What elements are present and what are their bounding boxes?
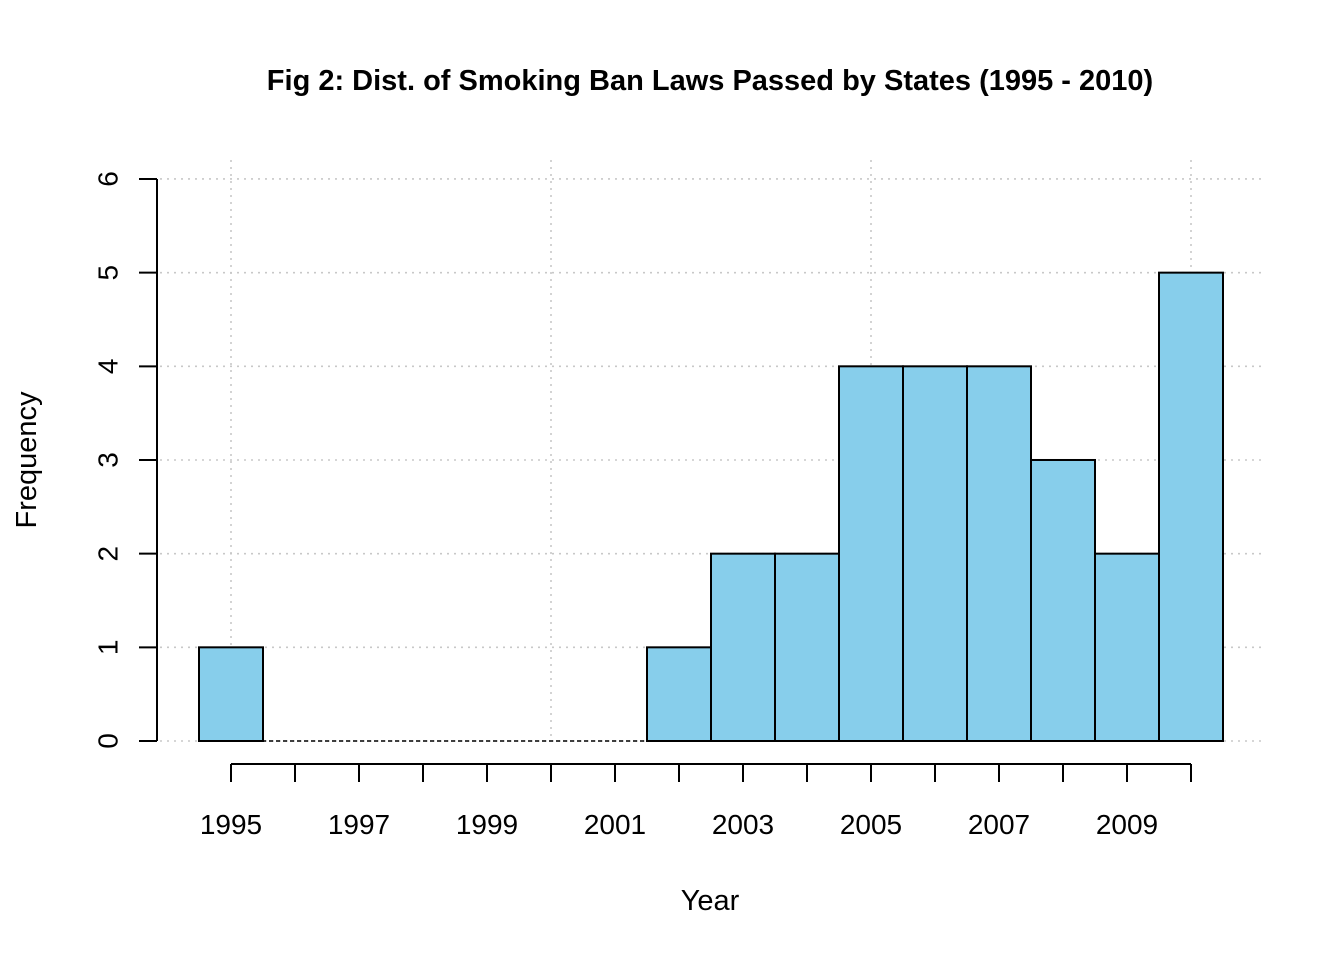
- bar-2010: [1158, 271, 1224, 742]
- bar-2002: [646, 646, 712, 743]
- x-tick-label: 2003: [712, 809, 774, 840]
- y-tick-label: 3: [92, 452, 123, 468]
- x-tick-label: 1999: [456, 809, 518, 840]
- bar-2006: [902, 365, 968, 742]
- x-tick-label: 2001: [584, 809, 646, 840]
- bar-2009: [1094, 552, 1160, 742]
- x-tick-label: 1997: [328, 809, 390, 840]
- chart-title: Fig 2: Dist. of Smoking Ban Laws Passed …: [267, 65, 1153, 97]
- bar-2005: [838, 365, 904, 742]
- y-tick-label: 2: [92, 546, 123, 562]
- bars-group: [198, 271, 1224, 743]
- y-tick-label: 1: [92, 640, 123, 656]
- y-tick-label: 6: [92, 171, 123, 187]
- bar-2004: [774, 552, 840, 742]
- bar-1995: [198, 646, 264, 743]
- x-tick-label: 2009: [1096, 809, 1158, 840]
- y-axis: 0 1 2 3 4 5 6: [92, 171, 158, 749]
- y-tick-label: 5: [92, 265, 123, 281]
- x-axis-label: Year: [681, 885, 740, 917]
- x-tick-label: 2007: [968, 809, 1030, 840]
- x-tick-label: 2005: [840, 809, 902, 840]
- y-tick-label: 0: [92, 733, 123, 749]
- y-axis-label: Frequency: [11, 391, 43, 529]
- y-tick-label: 4: [92, 359, 123, 375]
- x-tick-label: 1995: [200, 809, 262, 840]
- bar-2007: [966, 365, 1032, 742]
- bar-2003: [710, 552, 776, 742]
- bar-2008: [1030, 458, 1096, 742]
- x-axis: 1995 1997 1999 2001 2003 2005 2007 2009: [200, 763, 1192, 840]
